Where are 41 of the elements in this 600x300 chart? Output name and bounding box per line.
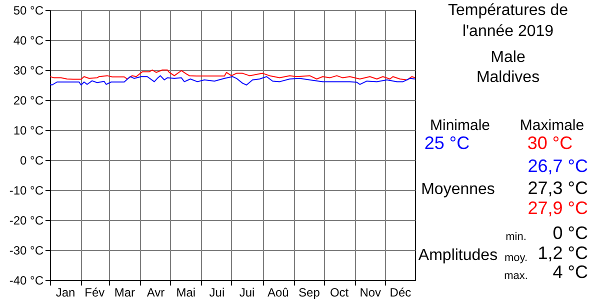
text: 0 °C	[552, 223, 588, 243]
y-tick-label: -30 °C	[9, 244, 44, 258]
text: Male Maldives	[476, 49, 540, 86]
x-tick-label: Fév	[84, 286, 105, 300]
x-tick-label: Mar	[114, 286, 136, 300]
text: Minimale	[430, 117, 490, 134]
text: 4 °C	[552, 262, 588, 282]
x-tick-label: Nov	[360, 286, 382, 300]
text: Amplitudes	[418, 247, 498, 264]
y-tick-label: 0 °C	[20, 154, 44, 168]
text: moy.	[504, 252, 528, 264]
x-tick-label: Sep	[298, 286, 320, 300]
line-series	[50, 70, 415, 80]
text: 30 °C	[527, 133, 573, 153]
text: 25 °C	[424, 133, 470, 153]
x-tick-label: Avr	[146, 286, 165, 300]
text: 1,2 °C	[538, 243, 588, 263]
text: min.	[506, 231, 526, 243]
line-series	[50, 75, 415, 86]
y-tick-label: 50 °C	[13, 4, 44, 18]
text: Moyennes	[421, 181, 495, 198]
text: Maximale	[520, 117, 584, 134]
y-tick-label: 10 °C	[13, 124, 44, 138]
text: 26,7 °C	[528, 156, 588, 176]
x-tick-label: Jui	[239, 286, 255, 300]
y-tick-label: 40 °C	[13, 34, 44, 48]
x-tick-label: Jan	[56, 286, 76, 300]
text: max.	[504, 270, 528, 282]
y-tick-label: -10 °C	[9, 184, 44, 198]
y-tick-label: -40 °C	[9, 274, 44, 288]
x-tick-label: Jui	[209, 286, 225, 300]
text: 27,9 °C	[528, 198, 588, 218]
y-tick-label: -20 °C	[9, 214, 44, 228]
x-tick-label: Déc	[390, 286, 412, 300]
x-tick-label: Mai	[176, 286, 196, 300]
x-tick-label: Aoû	[267, 286, 289, 300]
text: 27,3 °C	[528, 178, 588, 198]
text: Températures de l'année 2019	[448, 2, 568, 40]
y-tick-label: 20 °C	[13, 94, 44, 108]
x-tick-label: Oct	[330, 286, 350, 300]
y-tick-label: 30 °C	[13, 64, 44, 78]
